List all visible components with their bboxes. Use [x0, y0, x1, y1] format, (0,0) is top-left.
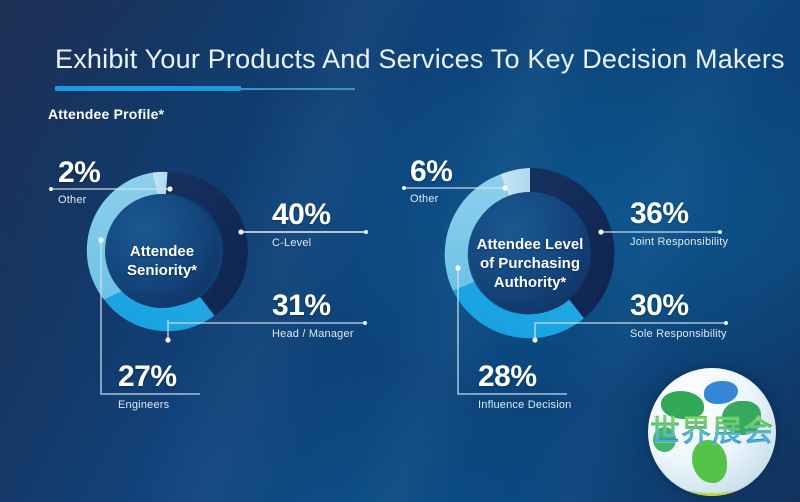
value-other-left: 2%	[58, 156, 101, 189]
globe-arc	[655, 442, 769, 496]
page-title: Exhibit Your Products And Services To Ke…	[55, 44, 785, 74]
value-c-level: 40%	[272, 198, 331, 231]
leader-line-28	[455, 265, 567, 395]
globe-icon	[648, 368, 776, 496]
label-sole-responsibility: Sole Responsibility	[630, 328, 727, 340]
title-underline-thin	[241, 88, 355, 90]
leader-line-31	[165, 321, 367, 343]
center-right-line-1: Attendee Level	[476, 236, 584, 253]
leader-line-27	[98, 237, 200, 395]
section-subtitle: Attendee Profile*	[48, 106, 165, 122]
value-sole-responsibility: 30%	[630, 289, 689, 322]
value-engineers: 27%	[118, 360, 177, 393]
label-other-right: Other	[410, 193, 439, 205]
globe-landmass-2	[704, 380, 738, 404]
leader-line-2	[49, 186, 173, 192]
value-joint-responsibility: 36%	[630, 197, 689, 230]
donut-slice-engineers	[86, 172, 158, 300]
donut-slice-sole-responsibility	[453, 281, 584, 339]
donut-hole	[105, 194, 219, 308]
donut-hole-right	[469, 192, 591, 314]
donut-slice-c-level	[165, 171, 248, 316]
leader-line-36	[598, 229, 722, 235]
leader-lines-left	[238, 229, 368, 235]
center-line-1: Attendee	[129, 243, 195, 260]
leader-line-30	[532, 321, 728, 343]
leader-line-6	[402, 185, 508, 191]
donut-chart-attendee-seniority	[49, 171, 368, 395]
globe-landmass-1	[660, 391, 705, 420]
title-underline-strong	[55, 86, 241, 91]
leader-line-head-manager	[167, 320, 169, 322]
value-other-right: 6%	[410, 155, 453, 188]
label-engineers: Engineers	[118, 399, 170, 411]
value-influence-decision: 28%	[478, 360, 537, 393]
globe-landmass-3	[722, 401, 761, 435]
donut-center-label-left: Attendee Seniority*	[102, 243, 222, 281]
label-joint-responsibility: Joint Responsibility	[630, 236, 729, 248]
watermark-text: 世界展会	[636, 406, 788, 450]
globe-landmass-5	[653, 426, 677, 453]
label-c-level: C-Level	[272, 237, 312, 249]
donut-slice-influence-decision	[444, 174, 510, 291]
center-right-line-2: of Purchasing	[479, 254, 580, 272]
label-influence-decision: Influence Decision	[478, 399, 572, 411]
center-line-2: Seniority*	[126, 261, 198, 279]
label-other-left: Other	[58, 194, 87, 206]
donut-center-label-right: Attendee Level of Purchasing Authority*	[462, 236, 598, 292]
label-head-manager: Head / Manager	[272, 328, 354, 340]
donut-chart-purchasing-authority	[402, 168, 728, 395]
value-head-manager: 31%	[272, 289, 331, 322]
watermark-logo: 世界展会	[648, 368, 776, 496]
center-right-line-3: Authority*	[493, 273, 567, 291]
